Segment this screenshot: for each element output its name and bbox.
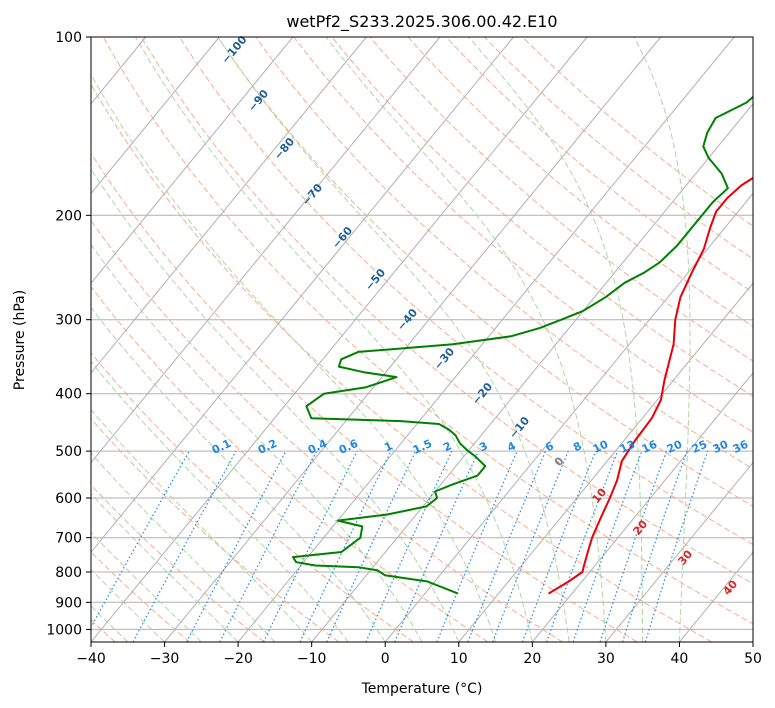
dry-adiabat-line xyxy=(217,37,753,507)
mixing-ratio-label: 10 xyxy=(591,438,611,456)
mixing-ratio-line xyxy=(91,450,190,629)
moist-adiabat-line xyxy=(325,37,607,642)
isotherm-line xyxy=(752,641,753,642)
y-axis-label: Pressure (hPa) xyxy=(12,290,28,390)
y-tick-label: 1000 xyxy=(46,622,82,638)
dry-adiabat-line xyxy=(293,37,753,433)
chart-title: wetPf2_S233.2025.306.00.42.E10 xyxy=(286,12,557,32)
moist-adiabat-line xyxy=(91,243,423,642)
isotherm-line xyxy=(384,192,753,642)
dry-adiabat-line xyxy=(331,37,753,397)
isotherm-line xyxy=(91,37,294,285)
x-tick-label: −20 xyxy=(223,651,253,667)
dry-adiabat-line xyxy=(91,286,489,642)
mixing-ratio-line xyxy=(644,450,709,642)
moist-adiabat-line xyxy=(91,73,497,642)
x-tick-label: 30 xyxy=(597,651,615,667)
isotherm-line xyxy=(91,37,514,554)
moist-adiabat-line xyxy=(91,408,313,642)
isotherm-line xyxy=(91,37,588,642)
dry-adiabat-line xyxy=(522,37,753,227)
dry-adiabat-line xyxy=(91,83,713,642)
x-tick-label: −30 xyxy=(150,651,180,667)
isotherm-line xyxy=(605,461,753,642)
x-axis-ticks: −40 −30 −20 −10 0 10 20 30 40 50 xyxy=(76,642,762,667)
x-tick-label: 50 xyxy=(744,651,762,667)
moist-adiabat-line xyxy=(91,306,386,642)
series-layer xyxy=(292,95,753,595)
dry-adiabat-line xyxy=(255,37,753,470)
dry-adiabat-line xyxy=(179,37,753,546)
y-tick-label: 900 xyxy=(55,595,82,611)
y-tick-label: 600 xyxy=(55,491,82,507)
x-axis-label: Temperature (°C) xyxy=(361,681,483,697)
isotherm-line xyxy=(91,37,367,374)
mixing-ratio-label: 25 xyxy=(690,438,709,456)
moist-adiabat-line xyxy=(217,37,570,642)
x-tick-label: 0 xyxy=(381,651,390,667)
mixing-ratio-line xyxy=(436,450,518,642)
dry-adiabat-line xyxy=(91,484,265,642)
isotherm-line xyxy=(531,372,753,642)
mixing-ratio-label: 30 xyxy=(711,438,731,456)
y-tick-label: 400 xyxy=(55,387,82,403)
plot-area xyxy=(91,37,753,642)
isotherm-line xyxy=(0,37,72,642)
moist-adiabat-line xyxy=(633,37,691,642)
y-tick-label: 700 xyxy=(55,531,82,547)
moist-adiabat-line xyxy=(135,37,533,642)
dry-adiabat-line xyxy=(140,37,753,585)
mixing-ratio-line xyxy=(622,450,688,642)
moist-adiabat-line xyxy=(468,37,644,642)
x-tick-label: 40 xyxy=(671,651,689,667)
dry-adiabat-line xyxy=(91,152,638,642)
grid-layer xyxy=(0,37,753,642)
y-tick-label: 800 xyxy=(55,565,82,581)
dry-adiabat-line xyxy=(91,352,414,642)
isotherm-line xyxy=(458,282,753,642)
temperature-line xyxy=(547,176,753,595)
mixing-ratio-line xyxy=(299,450,392,642)
x-tick-label: −10 xyxy=(297,651,327,667)
y-tick-label: 100 xyxy=(55,30,82,46)
isotherm-line xyxy=(91,37,441,464)
y-tick-label: 200 xyxy=(55,208,82,224)
mixing-ratio-label: 16 xyxy=(640,438,660,456)
mixing-ratio-line xyxy=(365,450,453,642)
mixing-ratio-line xyxy=(546,450,619,642)
mixing-ratio-label: 36 xyxy=(731,438,751,456)
mixing-ratio-label: 20 xyxy=(665,438,685,456)
x-tick-label: −40 xyxy=(76,651,106,667)
mixing-ratio-label: 13 xyxy=(618,438,637,456)
mixing-ratio-line xyxy=(262,450,358,642)
x-tick-label: 20 xyxy=(523,651,541,667)
y-tick-label: 300 xyxy=(55,313,82,329)
moist-adiabat-line xyxy=(91,360,349,642)
y-tick-label: 500 xyxy=(55,444,82,460)
mixing-ratio-line xyxy=(599,450,668,642)
dry-adiabat-line xyxy=(483,37,753,260)
plot-frame xyxy=(90,36,754,643)
dry-adiabat-line xyxy=(369,37,753,362)
mixing-ratio-line xyxy=(572,450,643,642)
mixing-ratio-line xyxy=(132,450,237,642)
mixing-ratio-line xyxy=(326,450,417,642)
isotherm-line xyxy=(164,37,662,642)
dewpoint-line xyxy=(292,95,753,595)
y-axis-ticks: 100 200 300 400 500 600 700 800 900 1000 xyxy=(46,30,91,638)
x-tick-label: 10 xyxy=(450,651,468,667)
dry-adiabat-line xyxy=(102,37,753,625)
isotherm-line xyxy=(91,37,220,195)
